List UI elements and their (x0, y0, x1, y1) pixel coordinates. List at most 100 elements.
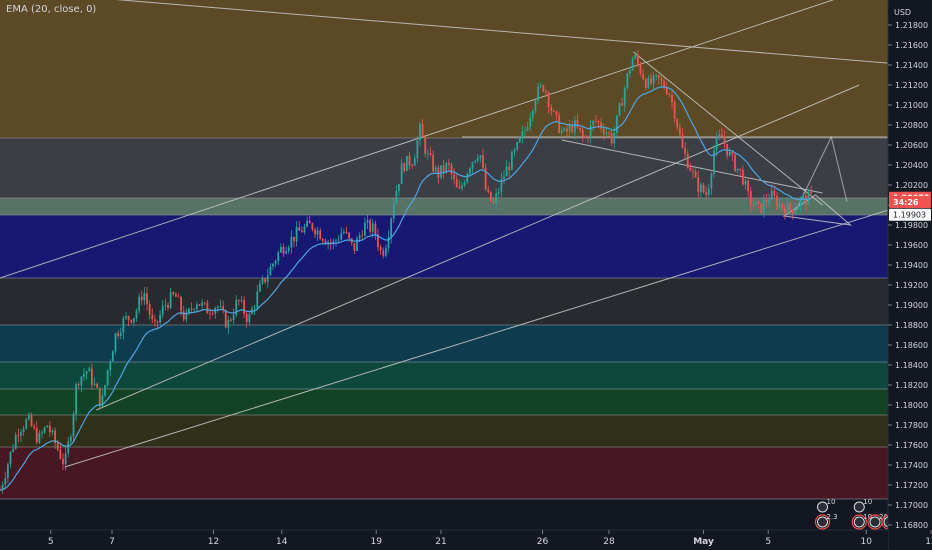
candle (797, 206, 799, 210)
candle (479, 155, 482, 159)
candle (88, 368, 91, 372)
candle (382, 250, 385, 256)
candle (558, 115, 561, 133)
price-axis[interactable]: 1.21800 1.21600 1.21400 1.21200 1.21000 1.208… (887, 0, 932, 550)
candle (500, 178, 503, 193)
candle (69, 436, 72, 442)
candle (665, 87, 668, 94)
candle (542, 85, 545, 92)
candle (321, 239, 324, 241)
candle (384, 248, 387, 256)
x-tick-label: 12 (925, 537, 932, 547)
candle (663, 80, 666, 88)
candle (371, 223, 374, 232)
candle (237, 300, 240, 301)
y-tick-label: 1.17200 (895, 481, 928, 490)
y-tick-label: 1.21600 (895, 41, 928, 50)
x-tick-label: 21 (435, 537, 446, 547)
currency-label: USD (894, 8, 912, 17)
y-tick-label: 1.18000 (895, 401, 928, 410)
candle (17, 435, 20, 436)
candle (390, 218, 393, 237)
event-badge-label: 10 (863, 498, 872, 506)
candle (453, 174, 456, 179)
candle (167, 304, 169, 308)
event-badge-icon (817, 516, 828, 528)
candle (466, 173, 469, 183)
indicator-legend[interactable]: EMA (20, close, 0) (6, 4, 97, 15)
candle (272, 263, 274, 267)
event-badge-icon (853, 516, 865, 528)
candle (731, 152, 734, 155)
trendline-2 (96, 84, 860, 411)
x-tick-label: 28 (603, 537, 615, 547)
candle (274, 261, 277, 264)
candle (138, 296, 141, 311)
candles-layer (0, 50, 813, 494)
candle (749, 191, 752, 206)
candle (285, 251, 288, 254)
candle (125, 316, 127, 319)
candle (135, 310, 138, 319)
candle (634, 55, 637, 59)
candle (400, 163, 403, 185)
zone-7 (0, 389, 888, 415)
y-tick-label: 1.17000 (895, 501, 928, 510)
candle (710, 173, 713, 189)
y-tick-label: 1.19200 (895, 281, 928, 290)
candle (471, 162, 474, 169)
candle (245, 313, 248, 322)
candle (25, 419, 28, 429)
candle (755, 201, 757, 206)
candle (576, 120, 579, 128)
candle (363, 222, 366, 236)
candle (773, 190, 776, 196)
candle (563, 128, 566, 131)
candle (676, 118, 679, 128)
zone-9 (0, 447, 888, 499)
candle (615, 115, 618, 133)
candle (768, 199, 771, 203)
candle (487, 189, 490, 192)
candle (684, 147, 687, 154)
candle (222, 306, 225, 311)
candle (463, 182, 466, 186)
candle (421, 123, 424, 138)
candle (114, 333, 117, 352)
candle (647, 78, 650, 88)
candle (269, 266, 272, 276)
candle (605, 132, 608, 134)
candle (258, 283, 261, 292)
candle (174, 294, 177, 297)
candle (644, 79, 647, 88)
candle (9, 451, 12, 465)
candle (413, 158, 416, 166)
candle (235, 300, 238, 316)
candle (209, 313, 211, 315)
candle (597, 120, 600, 123)
candle (545, 91, 547, 93)
y-tick-label: 1.18400 (895, 361, 928, 370)
candle (723, 136, 726, 144)
candle (810, 191, 813, 194)
candle (434, 167, 437, 172)
candle (539, 85, 542, 87)
candle (715, 138, 718, 151)
candle (180, 296, 183, 312)
candle (43, 427, 46, 433)
candle (600, 122, 603, 129)
candle (159, 314, 162, 323)
candle (484, 167, 487, 190)
candle (240, 300, 243, 302)
candle (482, 155, 484, 168)
time-axis[interactable]: 5 7 12 14 19 21 26 28 May 5 10 12 (0, 529, 932, 550)
candle (652, 75, 655, 84)
candle (516, 142, 519, 150)
candle (22, 428, 25, 432)
candle (59, 449, 62, 459)
x-tick-label: 5 (765, 537, 771, 547)
candle (765, 199, 768, 203)
x-tick-label: 14 (276, 537, 288, 547)
candle (395, 190, 398, 204)
